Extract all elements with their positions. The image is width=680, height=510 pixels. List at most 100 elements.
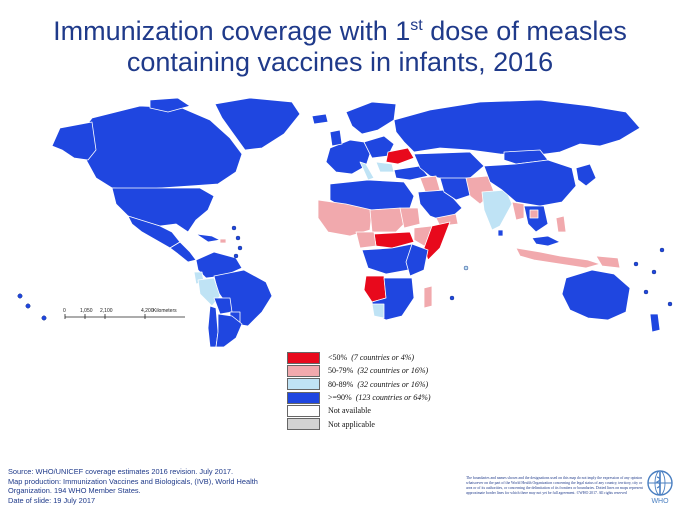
madagascar [423,285,433,309]
world-map [0,92,680,348]
iran [439,177,475,201]
legend-note: (32 countries or 16%) [357,366,429,376]
central-europe [363,135,395,159]
india [481,189,513,231]
legend-note: (32 countries or 16%) [357,379,429,389]
nigeria [355,231,377,249]
pacific-island-dot [17,293,23,299]
namibia [371,303,385,319]
title-line-2: containing vaccines in infants, 2016 [126,47,554,77]
who-emblem-icon: WHO [647,470,673,505]
disclaimer: The boundaries and names shown and the d… [466,476,643,495]
scale-tick-label: 0 [63,308,66,314]
indian-ocean-island-dot [449,295,455,301]
scale-tick-label: 4,200 [141,308,154,314]
title-superscript: st [410,17,423,34]
sudan [399,207,421,229]
source-note: Source: WHO/UNICEF coverage estimates 20… [8,467,308,505]
legend: <50% (7 countries or 4%) 50-79% (32 coun… [287,351,437,431]
scale-tick-label: 1,050 [80,308,93,314]
scale-unit-label: Kilometers [153,308,177,314]
pacific-island-dot [633,261,639,267]
laos [529,209,539,219]
legend-swatch [287,351,320,364]
iceland [311,113,329,125]
indonesia [515,247,601,269]
new-zealand [649,313,661,333]
scandinavia [345,101,397,135]
world-map-svg [17,97,673,348]
legend-item-50-79: 50-79% (32 countries or 16%) [287,364,437,377]
legend-text: >=90% (123 countries or 64%) [328,393,431,402]
myanmar [511,201,525,221]
legend-item-lt50: <50% (7 countries or 4%) [287,351,437,364]
indian-ocean-island-dot [463,265,469,271]
legend-note: (7 countries or 4%) [351,353,415,363]
legend-swatch [287,391,320,404]
legend-label: <50% [328,353,348,363]
sri-lanka [497,229,504,237]
pacific-island-dot [651,269,657,275]
who-logo-text: WHO [651,498,669,505]
haiti [219,238,227,244]
legend-label: Not available [328,406,371,416]
legend-item-80-89: 80-89% (32 countries or 16%) [287,378,437,391]
who-logo: WHO [644,469,676,505]
iraq-syria [419,175,441,195]
balkans [375,161,395,173]
angola [363,275,387,303]
legend-swatch [287,418,320,431]
scale-bar-line [64,314,185,319]
arctic-islands [149,97,191,113]
papua-new-guinea [595,255,621,269]
pacific-island-dot [25,303,31,309]
australia [561,269,631,321]
scale-tick-label: 2,100 [100,308,113,314]
pacific-island-dot [643,289,649,295]
legend-swatch [287,378,320,391]
malaysia [531,235,561,247]
pacific-island-dot [41,315,47,321]
source-date: Date of slide: 19 July 2017 [8,495,96,505]
legend-label: Not applicable [328,419,375,429]
legend-text: <50% (7 countries or 4%) [328,353,414,362]
source-line: Map production: Immunization Vaccines an… [8,476,258,486]
pacific-island-dot [659,247,665,253]
legend-text: 50-79% (32 countries or 16%) [328,366,428,375]
usa [111,187,215,233]
russia [393,99,641,157]
title-line-1-suffix: dose of measles [422,16,627,46]
legend-label: 80-89% [328,379,354,389]
legend-label: 50-79% [328,366,354,376]
philippines [555,215,567,233]
uk-ireland [329,129,343,147]
korea-japan [575,163,597,187]
legend-swatch [287,404,320,417]
caribbean-island-dot [237,245,243,251]
caribbean-island-dot [235,235,241,241]
argentina [215,313,243,348]
caribbean-island-dot [233,253,239,259]
legend-text: 80-89% (32 countries or 16%) [328,380,428,389]
title-line-1-prefix: Immunization coverage with 1 [53,16,411,46]
map-title: Immunization coverage with 1st dose of m… [0,10,680,78]
somalia [423,221,451,261]
caribbean-islands [195,233,221,243]
pacific-island-dot [667,301,673,307]
greenland [214,97,301,151]
caribbean-island-dot [231,225,237,231]
canada [79,105,243,191]
china [483,159,577,207]
source-line: Source: WHO/UNICEF coverage estimates 20… [8,467,234,476]
italy [359,161,375,181]
legend-item-ge90: >=90% (123 countries or 64%) [287,391,437,404]
yemen [435,213,459,227]
legend-note: (123 countries or 64%) [355,393,431,403]
source-line: Organization. 194 WHO Member States. [8,486,141,495]
legend-label: >=90% [328,393,352,403]
kenya-tanzania [405,243,429,277]
alaska [51,121,97,161]
title-line-1: Immunization coverage with 1st dose of m… [0,10,680,47]
ukraine [385,147,415,165]
legend-swatch [287,364,320,377]
